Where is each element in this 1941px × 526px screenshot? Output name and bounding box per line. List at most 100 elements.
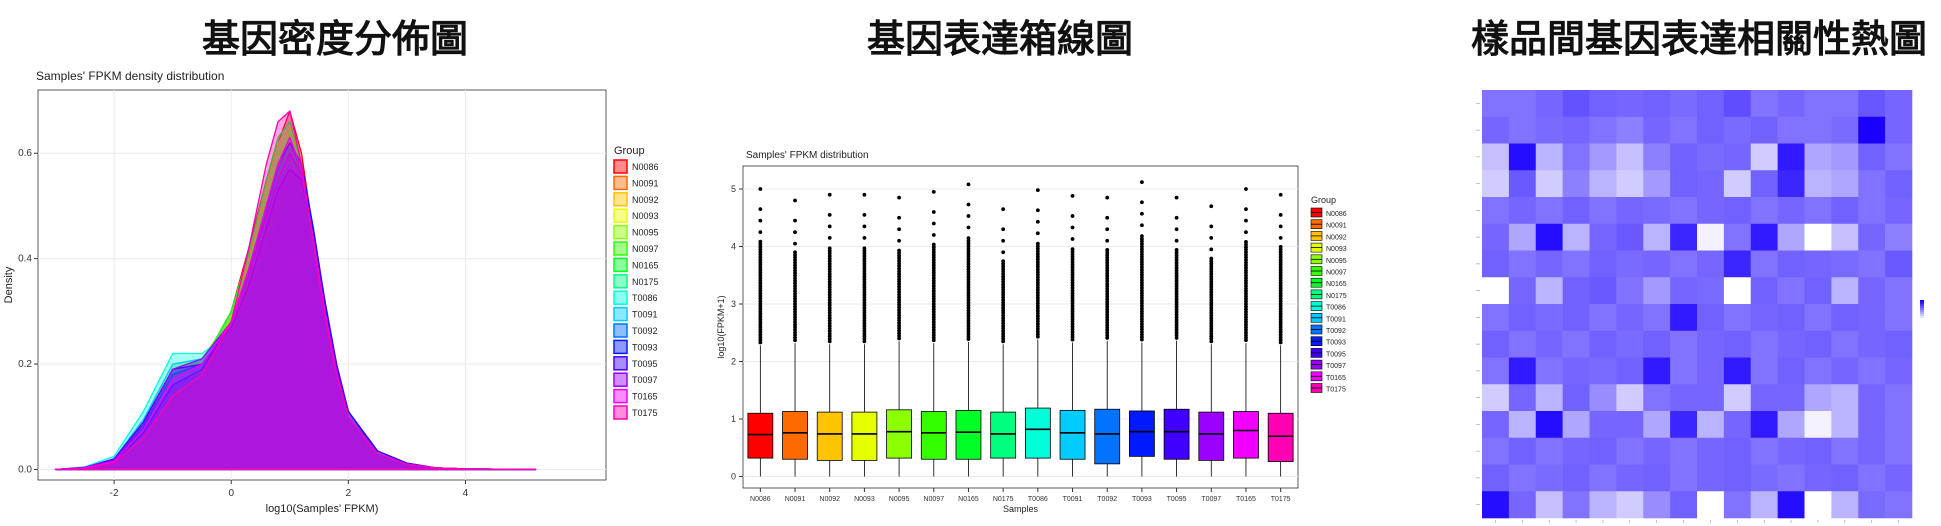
boxplot-outlier (966, 202, 971, 207)
boxplot-outlier (1140, 200, 1144, 205)
heatmap-cell (1831, 304, 1859, 332)
boxplot-outlier (827, 212, 832, 217)
heatmap-cell (1562, 116, 1590, 144)
boxplot-outlier (827, 235, 832, 240)
heatmap-cell (1562, 411, 1590, 439)
heatmap-cell (1885, 384, 1913, 412)
heatmap-cell (1643, 384, 1671, 412)
heatmap-cell (1562, 170, 1590, 198)
boxplot-outlier (1070, 194, 1075, 198)
heatmap-cell (1616, 357, 1644, 385)
heatmap-cell (1831, 197, 1859, 225)
heatmap-cell (1697, 143, 1725, 171)
correlation-heatmap (1476, 90, 1924, 523)
heatmap-cell (1482, 437, 1510, 465)
heatmap-cell (1482, 250, 1510, 278)
heatmap-cell (1723, 491, 1752, 519)
heatmap-cell (1804, 464, 1832, 492)
boxplot-legend-label: T0165 (1326, 375, 1346, 382)
boxplot-box (1163, 408, 1190, 460)
heatmap-cell (1482, 170, 1510, 198)
boxplot-outlier (897, 248, 901, 253)
boxplot-legend-label: T0095 (1326, 351, 1346, 358)
boxplot-outlier (1174, 227, 1179, 232)
density-legend-label: N0091 (632, 178, 659, 188)
heatmap-cell (1750, 170, 1778, 198)
density-y-tick-label: 0.2 (18, 359, 32, 370)
density-y-tick-label: 0.0 (18, 464, 32, 475)
heatmap-cell (1750, 464, 1778, 492)
heatmap-cell (1831, 250, 1859, 278)
boxplot-outlier (758, 218, 763, 223)
boxplot-outlier (1209, 235, 1214, 240)
boxplot-outlier (1105, 248, 1110, 252)
heatmap-cell (1750, 330, 1778, 358)
heatmap-cell (1885, 304, 1913, 332)
boxplot-outlier (897, 195, 901, 200)
heatmap-cell (1508, 277, 1537, 305)
heatmap-cell (1750, 491, 1778, 519)
heatmap-cell (1777, 491, 1805, 519)
heatmap-cell (1670, 90, 1698, 118)
heatmap-cell (1535, 491, 1563, 519)
boxplot-chart-title: Samples' FPKM distribution (746, 150, 869, 161)
boxplot-outlier (1244, 230, 1248, 235)
boxplot-outlier (966, 182, 971, 187)
boxplot-legend-label: N0086 (1326, 211, 1347, 218)
boxplot-x-tick-label: N0091 (785, 496, 806, 503)
heatmap-cell (1508, 90, 1537, 118)
boxplot-legend-label: T0091 (1326, 316, 1346, 323)
boxplot-outlier (1209, 256, 1214, 261)
heatmap-cell (1777, 223, 1805, 251)
heatmap-cell (1616, 197, 1644, 225)
density-chart: Samples' FPKM density distribution -2 0 2 4 0… (3, 69, 659, 515)
heatmap-cell (1589, 90, 1617, 118)
heatmap-cell (1858, 277, 1886, 305)
boxplot-outlier (897, 238, 901, 243)
boxplot-y-tick-label: 1 (731, 414, 736, 424)
boxplot-outlier (966, 225, 971, 230)
heatmap-cell (1535, 357, 1563, 385)
density-legend-label: N0165 (632, 260, 659, 270)
boxplot-outlier (1244, 218, 1248, 223)
heatmap-cell (1562, 304, 1590, 332)
heatmap-cell (1804, 116, 1832, 144)
boxplot-outlier (1174, 215, 1179, 220)
heatmap-cell (1589, 197, 1617, 225)
density-x-axis-label: log10(Samples' FPKM) (266, 503, 379, 515)
heatmap-cell (1616, 170, 1644, 198)
heatmap-cell (1777, 277, 1805, 305)
heatmap-cell (1535, 90, 1563, 118)
heatmap-cell (1670, 411, 1698, 439)
heatmap-cell (1804, 143, 1832, 171)
heatmap-cell (1670, 170, 1698, 198)
heatmap-cell (1670, 143, 1698, 171)
boxplot-outlier (1105, 238, 1110, 243)
heatmap-cell (1670, 223, 1698, 251)
heatmap-cell (1697, 437, 1725, 465)
heatmap-cell (1535, 464, 1563, 492)
heatmap-cell (1804, 277, 1832, 305)
boxplot-legend-label: T0097 (1326, 363, 1346, 370)
boxplot-outlier (758, 207, 763, 212)
boxplot-x-tick-label: N0095 (889, 496, 910, 503)
boxplot-outlier (966, 236, 971, 241)
boxplot-outlier (1244, 187, 1248, 191)
heatmap-cell (1804, 90, 1832, 118)
density-panel-title: 基因密度分佈圖 (201, 17, 468, 61)
boxplot-legend-title: Group (1311, 195, 1336, 205)
boxplot-outlier (1035, 241, 1040, 246)
density-legend-swatch (613, 356, 628, 371)
boxplot-outlier (1140, 234, 1144, 239)
density-legend-swatch (613, 323, 628, 338)
heatmap-cell (1697, 411, 1725, 439)
heatmap-cell (1589, 277, 1617, 305)
heatmap-cell (1697, 90, 1725, 118)
heatmap-cell (1589, 304, 1617, 332)
heatmap-cell (1482, 357, 1510, 385)
density-x-tick-label: 4 (463, 488, 469, 499)
heatmap-cell (1589, 437, 1617, 465)
heatmap-cell (1804, 384, 1832, 412)
heatmap-cell (1858, 143, 1886, 171)
heatmap-cell (1831, 437, 1859, 465)
